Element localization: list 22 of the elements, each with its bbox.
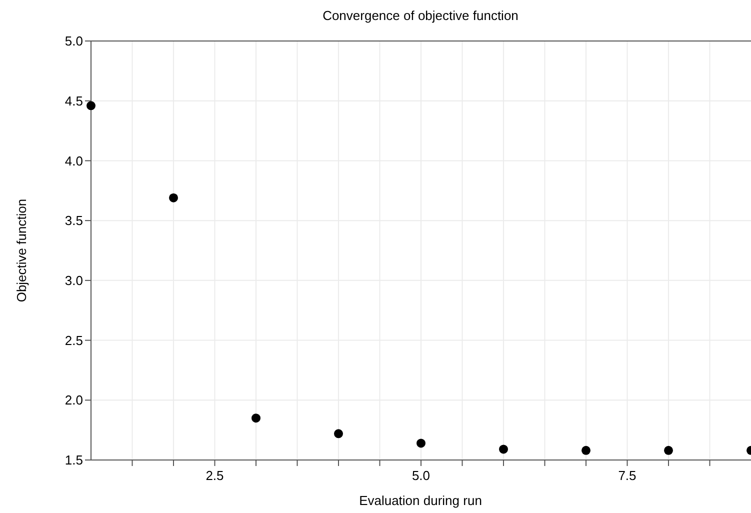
y-tick-label: 3.5 <box>64 213 83 228</box>
y-axis-title: Objective function <box>14 198 29 302</box>
point <box>664 446 673 455</box>
y-tick-label: 4.5 <box>64 93 83 108</box>
x-tick-label: 2.5 <box>206 468 224 483</box>
x-tick-label: 5.0 <box>412 468 430 483</box>
y-tick-label: 5.0 <box>64 34 83 49</box>
point <box>86 101 96 110</box>
y-tick-label: 2.0 <box>64 392 83 408</box>
point <box>252 414 260 423</box>
point <box>169 193 178 202</box>
y-tick-label: 3.0 <box>64 272 83 288</box>
y-tick-label: 1.5 <box>64 452 83 468</box>
x-axis-title: Evaluation during run <box>359 493 482 508</box>
y-tick-label: 4.0 <box>64 153 83 168</box>
point <box>582 446 590 455</box>
point <box>334 429 343 438</box>
chart-title: Convergence of objective function <box>322 8 518 23</box>
point <box>499 444 508 454</box>
point <box>416 438 426 448</box>
x-tick-label: 7.5 <box>618 468 636 483</box>
y-tick-label: 2.5 <box>64 332 83 348</box>
